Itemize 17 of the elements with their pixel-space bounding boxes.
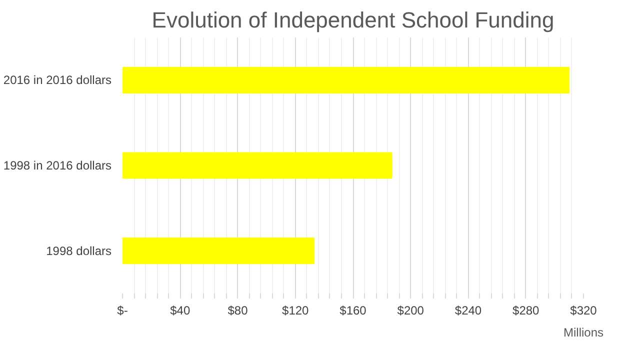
y-tick-label: 1998 dollars — [46, 244, 112, 258]
x-tick-label: $120 — [282, 304, 310, 318]
x-tick-label: $240 — [454, 304, 482, 318]
x-tick-label: $80 — [228, 304, 248, 318]
bar — [122, 152, 392, 179]
x-tick-label: $200 — [397, 304, 424, 318]
x-tick-label: $320 — [570, 304, 598, 318]
y-tick-label: 1998 in 2016 dollars — [3, 158, 112, 172]
bar — [122, 66, 570, 94]
y-tick-label: 2016 in 2016 dollars — [3, 73, 112, 88]
bar — [122, 238, 315, 264]
chart-title: Evolution of Independent School Funding — [152, 8, 554, 32]
x-tick-label: $40 — [170, 304, 190, 318]
x-axis-title: Millions — [563, 326, 604, 340]
x-tick-label: $- — [117, 304, 128, 318]
x-tick-label: $160 — [340, 304, 367, 318]
x-tick-label: $280 — [512, 304, 540, 318]
